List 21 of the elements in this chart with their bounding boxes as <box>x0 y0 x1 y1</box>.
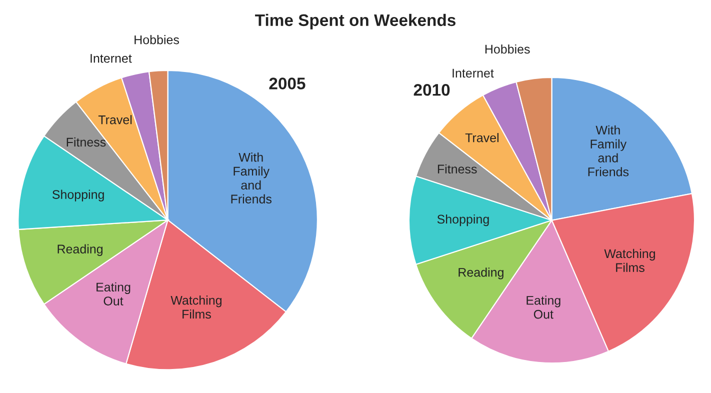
text: 2010 <box>414 84 450 96</box>
slice-label: Hobbies <box>485 44 530 54</box>
slice-label: With Family and Friends <box>231 152 272 204</box>
slice-label: Shopping <box>52 190 104 202</box>
slice-label: Watching Films <box>604 248 655 272</box>
slice-label: With Family and Friends <box>588 125 629 176</box>
slice-label: Travel <box>465 133 498 142</box>
slice-label: Reading <box>458 268 504 280</box>
slice-label: Shopping <box>437 214 489 226</box>
text: Time Spent on Weekends <box>255 14 456 30</box>
text: 2005 <box>269 78 306 90</box>
slice-label: Reading <box>58 244 102 256</box>
slice-label: Fitness <box>438 164 477 174</box>
slice-label: Watching Films <box>170 296 222 319</box>
slice-label: Internet <box>90 54 132 63</box>
slice-label: Hobbies <box>134 35 179 44</box>
slice-label: Eating Out <box>526 296 560 319</box>
slice-label: Internet <box>452 68 494 78</box>
slice-label: Travel <box>98 115 132 124</box>
slice-label: Eating Out <box>96 282 130 306</box>
slice-label: Fitness <box>66 137 106 147</box>
